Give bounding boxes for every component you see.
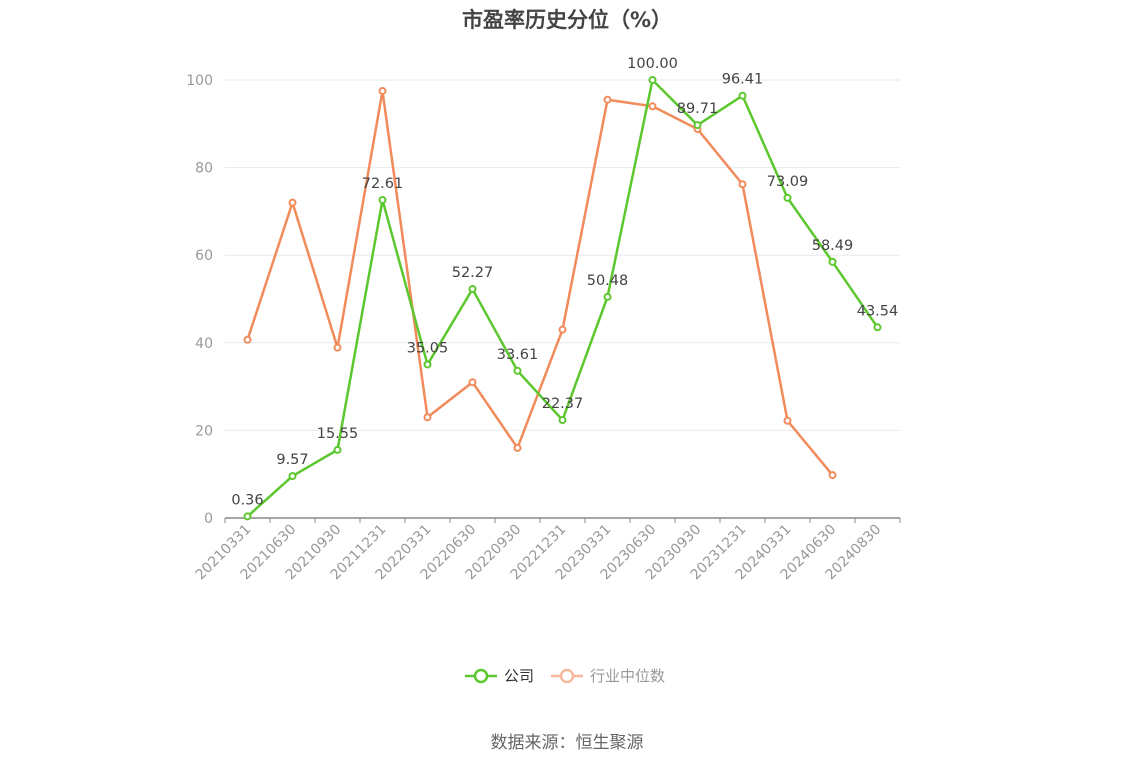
data-point xyxy=(603,95,612,104)
data-point xyxy=(783,193,792,202)
data-label: 15.55 xyxy=(317,426,359,442)
data-label: 9.57 xyxy=(276,452,308,468)
legend-company-icon xyxy=(473,668,489,684)
data-point xyxy=(648,76,657,84)
data-point xyxy=(873,323,882,332)
data-point xyxy=(288,198,297,207)
data-label: 50.48 xyxy=(587,273,629,289)
chart-title: 市盈率历史分位（%） xyxy=(461,8,673,32)
data-point xyxy=(333,343,342,352)
data-point xyxy=(828,257,837,266)
data-label: 0.36 xyxy=(231,492,263,508)
y-tick-label: 100 xyxy=(186,73,213,89)
data-label: 58.49 xyxy=(812,238,854,254)
data-label: 35.05 xyxy=(407,340,449,356)
legend-industry-median-label: 行业中位数 xyxy=(590,667,665,685)
data-label: 89.71 xyxy=(677,101,719,117)
series-line-company xyxy=(246,78,879,518)
y-tick-label: 20 xyxy=(195,423,213,439)
data-label: 100.00 xyxy=(627,56,678,72)
data-point xyxy=(648,102,657,111)
data-point xyxy=(828,471,837,480)
data-point xyxy=(603,292,612,301)
data-label: 73.09 xyxy=(767,174,809,190)
data-point xyxy=(423,360,432,369)
data-point xyxy=(468,285,477,294)
data-label: 33.61 xyxy=(497,347,539,363)
data-point xyxy=(738,180,747,189)
data-point xyxy=(333,445,342,454)
legend-company-label: 公司 xyxy=(504,667,534,685)
source-note: 数据来源：恒生聚源 xyxy=(490,733,644,753)
data-point xyxy=(558,325,567,334)
data-label: 43.54 xyxy=(857,303,899,319)
y-tick-label: 60 xyxy=(195,248,213,264)
data-point xyxy=(783,416,792,425)
data-point xyxy=(423,413,432,422)
series-line-industry-median xyxy=(246,89,834,476)
data-label: 52.27 xyxy=(452,265,494,281)
data-point xyxy=(243,512,252,521)
data-point xyxy=(513,366,522,375)
data-point xyxy=(738,91,747,100)
data-label: 72.61 xyxy=(362,176,404,192)
y-tick-label: 0 xyxy=(204,511,213,527)
data-point xyxy=(243,335,252,344)
data-point xyxy=(378,86,387,95)
data-label: 22.37 xyxy=(542,396,584,412)
y-tick-label: 40 xyxy=(195,336,213,352)
data-label: 96.41 xyxy=(722,72,764,88)
legend-industry-median-icon xyxy=(559,668,575,684)
data-point xyxy=(378,195,387,204)
data-point xyxy=(288,472,297,481)
data-point xyxy=(468,378,477,387)
data-point xyxy=(693,121,702,130)
data-point xyxy=(558,416,567,425)
y-tick-label: 80 xyxy=(195,161,213,177)
data-point xyxy=(513,443,522,452)
